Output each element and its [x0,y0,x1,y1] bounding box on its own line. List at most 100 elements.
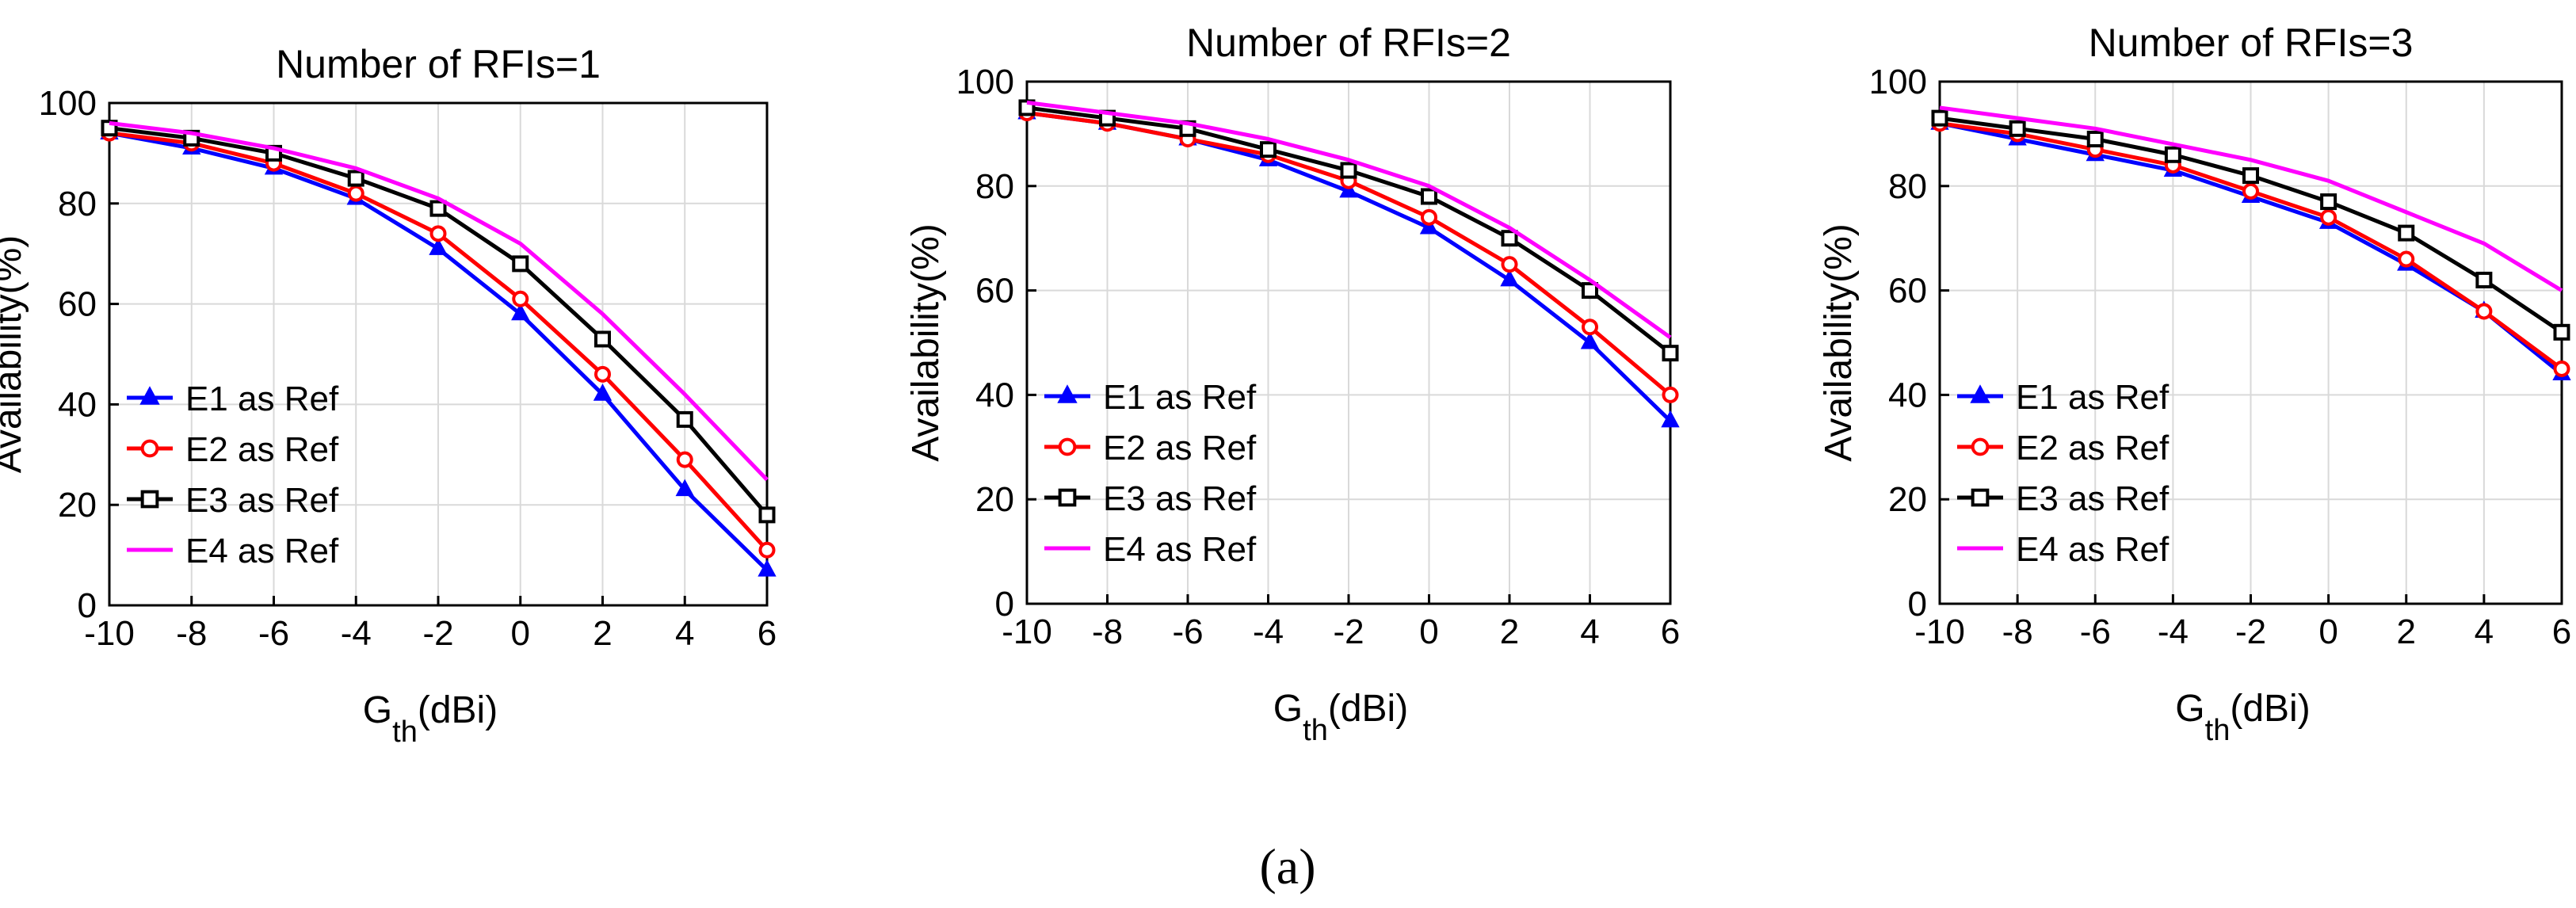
y-tick-label: 100 [956,63,1014,101]
x-axis-label-unit: (dBi) [1328,688,1408,730]
data-point [676,410,693,428]
y-tick-label: 40 [975,376,1014,414]
series-4 [1026,100,1672,339]
x-axis-label-unit: (dBi) [418,689,498,731]
data-point [1580,331,1600,349]
y-tick-label: 100 [39,84,97,123]
data-point [2553,360,2570,377]
x-axis-label-subscript: th [2205,714,2231,747]
legend: E1 as Ref E2 as Ref E3 as Ref E4 as Ref [1957,378,2170,569]
data-point [512,255,529,273]
y-tick-label: 80 [975,167,1014,206]
legend-swatch-marker [140,439,159,458]
legend-label: E2 as Ref [2016,429,2170,467]
data-point [1260,141,1277,158]
data-point [1339,180,1358,198]
x-tick-label: 4 [1580,612,1599,651]
x-tick-label: -4 [1253,612,1284,651]
x-axis-label-main: G [1273,688,1303,730]
series-2 [101,124,776,559]
x-tick-label: 4 [2475,612,2494,651]
data-point [2086,130,2104,147]
x-axis-label: Gth(dBi) [363,689,498,749]
y-tick-label: 40 [1888,376,1927,414]
x-tick-label: 6 [758,614,777,653]
series-line [1939,105,2563,292]
legend-label: E4 as Ref [1103,530,1257,569]
x-tick-label: 4 [675,614,694,653]
data-point [1582,282,1598,299]
x-tick-label: 6 [1661,612,1680,651]
data-point [594,365,611,383]
y-axis-label: Availability(%) [905,223,947,462]
y-tick-label: 80 [1888,167,1927,206]
x-tick-label: -8 [2002,612,2033,651]
y-tick-label: 60 [975,272,1014,311]
y-tick-label: 100 [1869,63,1927,101]
data-point [1419,216,1439,235]
x-tick-label: -6 [2080,612,2111,651]
x-axis-label-main: G [2175,688,2204,730]
data-point [429,200,447,217]
data-point [676,451,693,468]
data-point [2475,271,2493,288]
data-point [2009,120,2026,137]
legend-swatch-marker [140,490,159,509]
y-tick-label: 40 [58,385,97,424]
x-axis-label-subscript: th [392,715,418,749]
x-tick-label: 0 [511,614,530,653]
legend-swatch-marker [1058,488,1077,507]
x-tick-label: -8 [176,614,207,653]
legend-label: E1 as Ref [2016,378,2170,417]
data-point [512,290,529,307]
x-tick-label: 6 [2552,612,2571,651]
data-point [2398,250,2415,268]
x-axis-label-subscript: th [1303,714,1328,747]
data-point [347,170,364,187]
y-tick-label: 20 [1888,480,1927,519]
data-point [758,541,776,559]
y-tick-label: 20 [58,486,97,525]
legend-label: E3 as Ref [185,481,339,520]
data-point [2242,167,2259,185]
y-tick-label: 0 [995,585,1014,624]
data-point [1421,188,1437,205]
legend-swatch-marker [1971,488,1990,507]
data-point [758,506,776,524]
legend-swatch-marker [1970,384,1990,403]
chart-title: Number of RFIs=1 [276,42,601,86]
data-point [1931,109,1948,127]
data-point [594,330,611,348]
legend-label: E3 as Ref [1103,479,1257,518]
y-tick-label: 60 [1888,272,1927,311]
x-tick-label: -2 [422,614,453,653]
grid-lines [109,102,768,606]
legend-label: E3 as Ref [2016,479,2170,518]
x-axis-label: Gth(dBi) [2175,688,2310,747]
data-point [347,185,364,202]
y-tick-label: 80 [58,185,97,223]
legend-label: E1 as Ref [185,380,339,418]
data-point [2242,182,2259,200]
y-tick-label: 0 [1908,585,1927,624]
data-point [1662,345,1679,362]
legend-swatch-marker [1058,437,1077,456]
x-axis-label: Gth(dBi) [1273,688,1408,747]
series-4 [1939,105,2563,292]
data-point [429,238,448,255]
x-tick-label: -10 [1002,612,1052,651]
x-tick-label: -10 [1914,612,1965,651]
legend-label: E4 as Ref [185,532,339,570]
x-tick-label: 0 [1419,612,1438,651]
x-tick-label: -8 [1092,612,1123,651]
x-tick-label: -6 [1172,612,1203,651]
x-tick-label: -6 [258,614,289,653]
y-tick-label: 60 [58,285,97,324]
legend-label: E2 as Ref [185,430,339,469]
x-tick-label: -4 [2158,612,2189,651]
legend-label: E2 as Ref [1103,429,1257,467]
data-point [758,559,777,577]
